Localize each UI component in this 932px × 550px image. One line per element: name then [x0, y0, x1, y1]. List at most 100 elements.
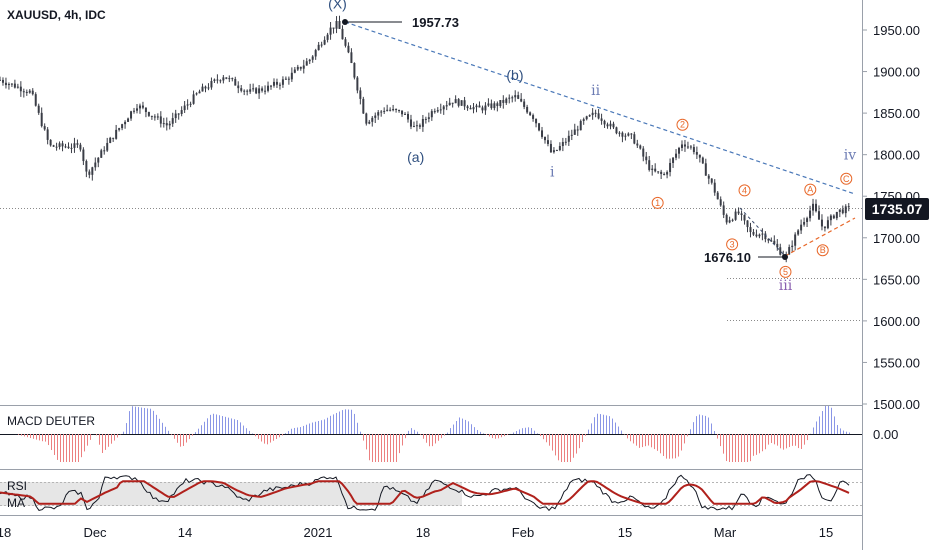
- macd-bar: [312, 422, 313, 434]
- macd-bar: [414, 429, 415, 434]
- price-tick-label: 1950.00: [873, 23, 920, 38]
- candle-body: [823, 226, 826, 229]
- macd-bar: [843, 430, 844, 434]
- wave-label: iii: [779, 278, 793, 294]
- candle-body: [567, 135, 570, 142]
- candle-body: [28, 90, 31, 93]
- macd-bar: [345, 409, 346, 434]
- macd-bar: [228, 417, 229, 434]
- candle-body: [579, 120, 582, 131]
- macd-bar: [693, 422, 694, 434]
- macd-bar: [69, 434, 70, 462]
- candle-body: [201, 86, 204, 92]
- candle-body: [764, 233, 767, 240]
- candle-body: [249, 89, 252, 92]
- candle-body: [344, 39, 347, 46]
- candle-body: [287, 78, 290, 80]
- macd-bar: [543, 434, 544, 440]
- candle-body: [216, 79, 219, 81]
- macd-bar: [735, 434, 736, 462]
- macd-bar: [519, 429, 520, 434]
- candle-body: [135, 108, 138, 111]
- macd-bar: [261, 434, 262, 442]
- macd-bar: [456, 421, 457, 434]
- macd-bar: [318, 420, 319, 434]
- candle-body: [31, 90, 34, 95]
- macd-bar: [465, 419, 466, 434]
- macd-bar: [243, 425, 244, 434]
- candle-body: [79, 144, 82, 150]
- candle-body: [362, 98, 365, 114]
- candle-body: [797, 230, 800, 235]
- macd-bar: [111, 434, 112, 444]
- macd-bar: [684, 434, 685, 444]
- macd-bar: [291, 428, 292, 434]
- candle-body: [606, 124, 609, 127]
- candle-body: [240, 88, 243, 91]
- wave-circle: [840, 172, 853, 185]
- macd-bar: [270, 434, 271, 443]
- candle-body: [159, 116, 162, 124]
- macd-bar: [201, 425, 202, 434]
- macd-bar: [657, 434, 658, 451]
- symbol-title: XAUUSD, 4h, IDC: [7, 8, 106, 22]
- candle-body: [770, 240, 773, 242]
- time-axis[interactable]: 18 Dec 14 2021 18 Feb 15 Mar 15: [0, 525, 833, 540]
- price-tick-label: 1800.00: [873, 148, 920, 163]
- candle-body: [52, 145, 55, 147]
- descending-trendline[interactable]: [344, 21, 856, 195]
- macd-bar: [144, 407, 145, 434]
- macd-bar: [267, 434, 268, 445]
- macd-bar: [780, 434, 781, 449]
- candle-body: [13, 83, 16, 88]
- macd-bar: [819, 416, 820, 434]
- macd-bar: [453, 424, 454, 434]
- macd-bar: [390, 434, 391, 462]
- macd-bar: [690, 429, 691, 434]
- candle-body: [535, 118, 538, 124]
- macd-bar: [204, 421, 205, 434]
- candle-body: [195, 93, 198, 95]
- candle-body: [826, 220, 829, 229]
- rsi-ma-line: [0, 480, 850, 505]
- macd-bar: [429, 434, 430, 447]
- macd-bar: [546, 434, 547, 443]
- wave-label: iv: [844, 148, 856, 164]
- candle-body: [7, 84, 10, 86]
- candle-body: [704, 163, 707, 176]
- support-trendline[interactable]: [784, 217, 856, 257]
- macd-bar: [258, 434, 259, 439]
- candle-body: [600, 118, 603, 121]
- macd-bar: [117, 434, 118, 438]
- macd-bar: [696, 416, 697, 434]
- price-tick-label: 1700.00: [873, 231, 920, 246]
- wave-label: C: [843, 174, 850, 184]
- macd-bar: [255, 434, 256, 437]
- macd-bar: [840, 428, 841, 434]
- candle-body: [404, 113, 407, 115]
- candle-body: [469, 108, 472, 110]
- candle-body: [305, 61, 308, 66]
- wave-label: 3: [730, 239, 735, 249]
- macd-bar: [162, 422, 163, 434]
- macd-bar: [561, 434, 562, 462]
- candle-body: [630, 133, 633, 135]
- macd-bar: [327, 417, 328, 434]
- candle-body: [475, 105, 478, 108]
- candle-body: [67, 146, 70, 149]
- candle-body: [457, 99, 460, 106]
- candle-body: [377, 112, 380, 116]
- macd-bar: [303, 425, 304, 434]
- candle-body: [695, 152, 698, 155]
- candle-body: [806, 218, 809, 222]
- candle-body: [666, 172, 669, 175]
- candle-body: [776, 243, 779, 248]
- candle-body: [55, 146, 58, 148]
- candle-body: [493, 103, 496, 109]
- macd-bar: [795, 434, 796, 446]
- candle-body: [514, 95, 517, 98]
- candle-body: [615, 127, 618, 134]
- candle-body: [252, 88, 255, 90]
- macd-bar: [279, 434, 280, 438]
